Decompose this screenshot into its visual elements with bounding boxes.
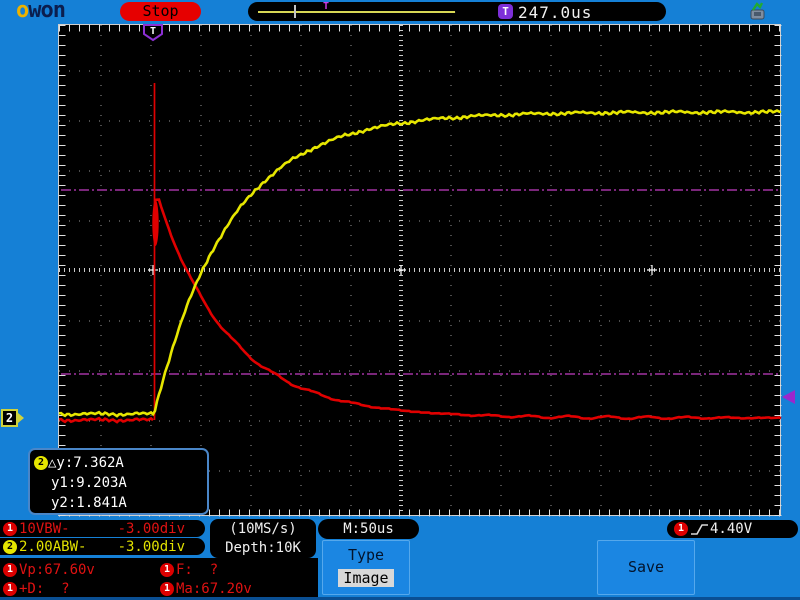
- rising-edge-icon: [691, 524, 708, 535]
- menu-type-button[interactable]: Type Image: [322, 540, 410, 595]
- owon-logo: owon: [16, 0, 66, 23]
- measure-badge: 1: [3, 563, 17, 577]
- cursor-y2: y2:1.841A: [51, 495, 127, 511]
- channel2-ground-label: 2: [1, 409, 18, 427]
- trigger-t-icon: T: [498, 4, 513, 19]
- usb-storage-icon: [750, 2, 765, 20]
- memory-line: [258, 11, 537, 13]
- cursor-measurement-box: 2 △y:7.362A y1:9.203A y2:1.841A: [28, 448, 209, 515]
- channel2-position: -3.00div: [117, 538, 185, 555]
- trigger-level-value: 4.40V: [710, 521, 753, 537]
- run-state-button[interactable]: Stop: [120, 2, 201, 21]
- measure-duty: +D: ?: [19, 581, 70, 597]
- measure-badge: 1: [160, 563, 174, 577]
- memory-depth: Depth:10K: [225, 540, 301, 556]
- menu-type-label: Type: [347, 546, 385, 564]
- measure-vp: Vp:67.60v: [19, 562, 95, 578]
- owon-logo-rest: won: [28, 0, 66, 23]
- acquire-info-box: (10MS/s) Depth:10K: [210, 519, 316, 558]
- sample-rate: (10MS/s): [229, 521, 297, 537]
- channel1-scale: 10VBW-: [19, 520, 70, 537]
- trigger-position-marker-icon[interactable]: T: [143, 24, 164, 42]
- channel2-badge: 2: [34, 456, 48, 470]
- trigger-level-readout: 1 4.40V: [667, 520, 798, 538]
- cursor-delta-y: △y:7.362A: [48, 455, 124, 471]
- measure-max: Ma:67.20v: [176, 581, 252, 597]
- menu-save-button[interactable]: Save: [597, 540, 695, 595]
- memory-trigger-icon: T: [323, 1, 330, 12]
- trigger-time-readout: T 247.0us: [455, 2, 666, 22]
- timebase-readout: M:50us: [318, 519, 419, 539]
- trigger-source-badge: 1: [674, 522, 688, 536]
- measure-badge: 1: [3, 582, 17, 596]
- measurement-strip: 1 Vp:67.60v 1 F: ? 1 +D: ? 1 Ma:67.20v: [0, 558, 318, 600]
- channel2-scale: 2.00ABW-: [19, 538, 87, 555]
- channel1-badge: 1: [3, 521, 17, 536]
- channel1-position: -3.00div: [117, 520, 185, 537]
- channel2-badge: 2: [3, 539, 17, 554]
- menu-type-value[interactable]: Image: [338, 569, 394, 587]
- owon-logo-o: o: [16, 0, 29, 23]
- waveform-canvas: [59, 25, 782, 517]
- bottom-divider: [0, 597, 800, 600]
- measure-badge: 1: [160, 582, 174, 596]
- trigger-level-arrow-icon[interactable]: [782, 390, 795, 404]
- channel2-info-box[interactable]: 2 2.00ABW- -3.00div: [0, 538, 205, 555]
- waveform-display: [58, 24, 782, 517]
- cursor-y1: y1:9.203A: [51, 475, 127, 491]
- channel1-info-box[interactable]: 1 10VBW- -3.00div: [0, 520, 205, 537]
- svg-text:T: T: [150, 26, 156, 37]
- measure-freq: F: ?: [176, 562, 219, 578]
- trigger-time-value: 247.0us: [518, 3, 593, 22]
- memory-window-left-tick: [294, 5, 296, 18]
- channel2-ground-marker[interactable]: 2: [1, 409, 24, 427]
- channel2-ground-arrow-icon: [18, 413, 24, 423]
